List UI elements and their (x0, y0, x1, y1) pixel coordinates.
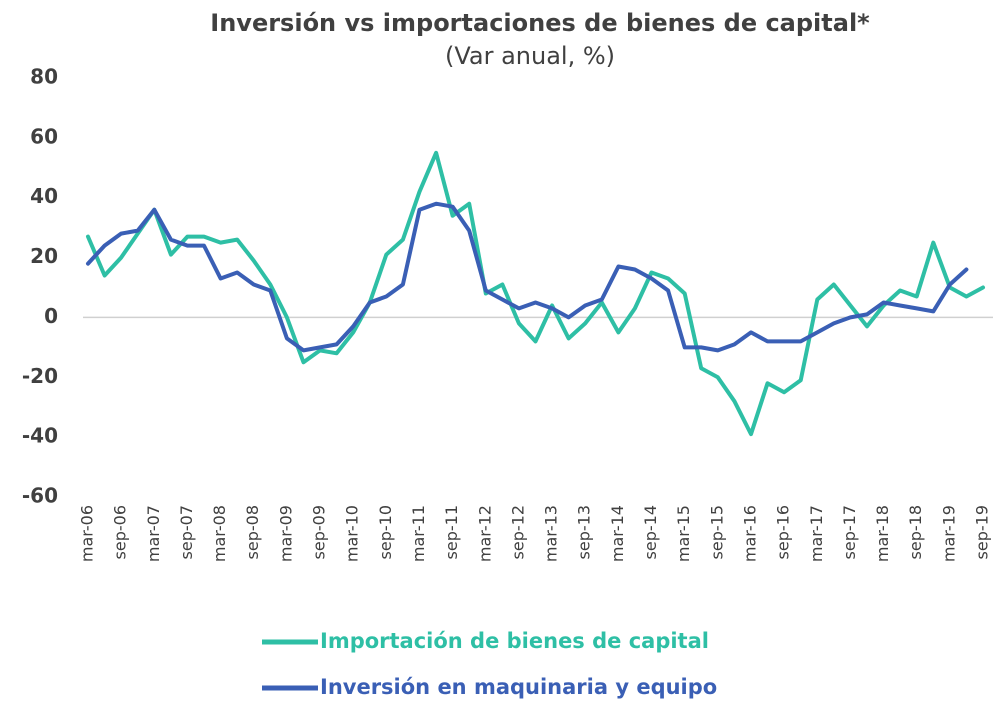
series-line (86, 150, 985, 437)
legend-label: Inversión en maquinaria y equipo (320, 675, 717, 699)
x-tick-label: sep-18 (906, 505, 925, 559)
x-tick-label: sep-17 (840, 505, 859, 559)
x-tick-label: sep-06 (111, 505, 130, 559)
x-tick-label: sep-12 (508, 505, 527, 559)
x-tick-label: sep-13 (575, 505, 594, 559)
x-tick-label: sep-11 (442, 505, 461, 559)
x-tick-label: mar-06 (78, 505, 97, 562)
legend-label: Importación de bienes de capital (320, 629, 709, 653)
x-tick-label: mar-07 (144, 505, 163, 562)
y-tick-label: 20 (30, 244, 58, 268)
x-tick-label: mar-10 (343, 505, 362, 562)
x-tick-label: mar-18 (873, 505, 892, 562)
chart-title: Inversión vs importaciones de bienes de … (210, 9, 870, 37)
y-tick-label: -60 (22, 484, 58, 508)
x-tick-label: mar-12 (475, 505, 494, 562)
x-tick-label: mar-15 (674, 505, 693, 562)
y-tick-label: 60 (30, 124, 58, 148)
x-tick-label: sep-14 (641, 505, 660, 559)
x-tick-label: mar-17 (807, 505, 826, 562)
y-tick-label: 0 (44, 304, 58, 328)
x-tick-label: sep-09 (310, 505, 329, 559)
x-tick-label: mar-13 (542, 505, 561, 562)
x-tick-label: mar-08 (210, 505, 229, 562)
x-tick-label: sep-08 (243, 505, 262, 559)
y-tick-label: -40 (22, 424, 58, 448)
x-tick-label: mar-11 (409, 505, 428, 562)
x-tick-label: mar-16 (740, 505, 759, 562)
x-tick-label: mar-09 (276, 505, 295, 562)
y-tick-label: -20 (22, 364, 58, 388)
series-line (86, 201, 969, 353)
x-tick-label: sep-16 (774, 505, 793, 559)
x-tick-label: sep-19 (973, 505, 992, 559)
y-tick-label: 40 (30, 184, 58, 208)
x-tick-label: sep-10 (376, 505, 395, 559)
x-tick-label: sep-07 (177, 505, 196, 559)
chart-subtitle: (Var anual, %) (445, 42, 615, 70)
x-tick-label: mar-19 (939, 505, 958, 562)
x-tick-label: sep-15 (707, 505, 726, 559)
x-tick-label: mar-14 (608, 505, 627, 562)
y-tick-label: 80 (30, 65, 58, 89)
